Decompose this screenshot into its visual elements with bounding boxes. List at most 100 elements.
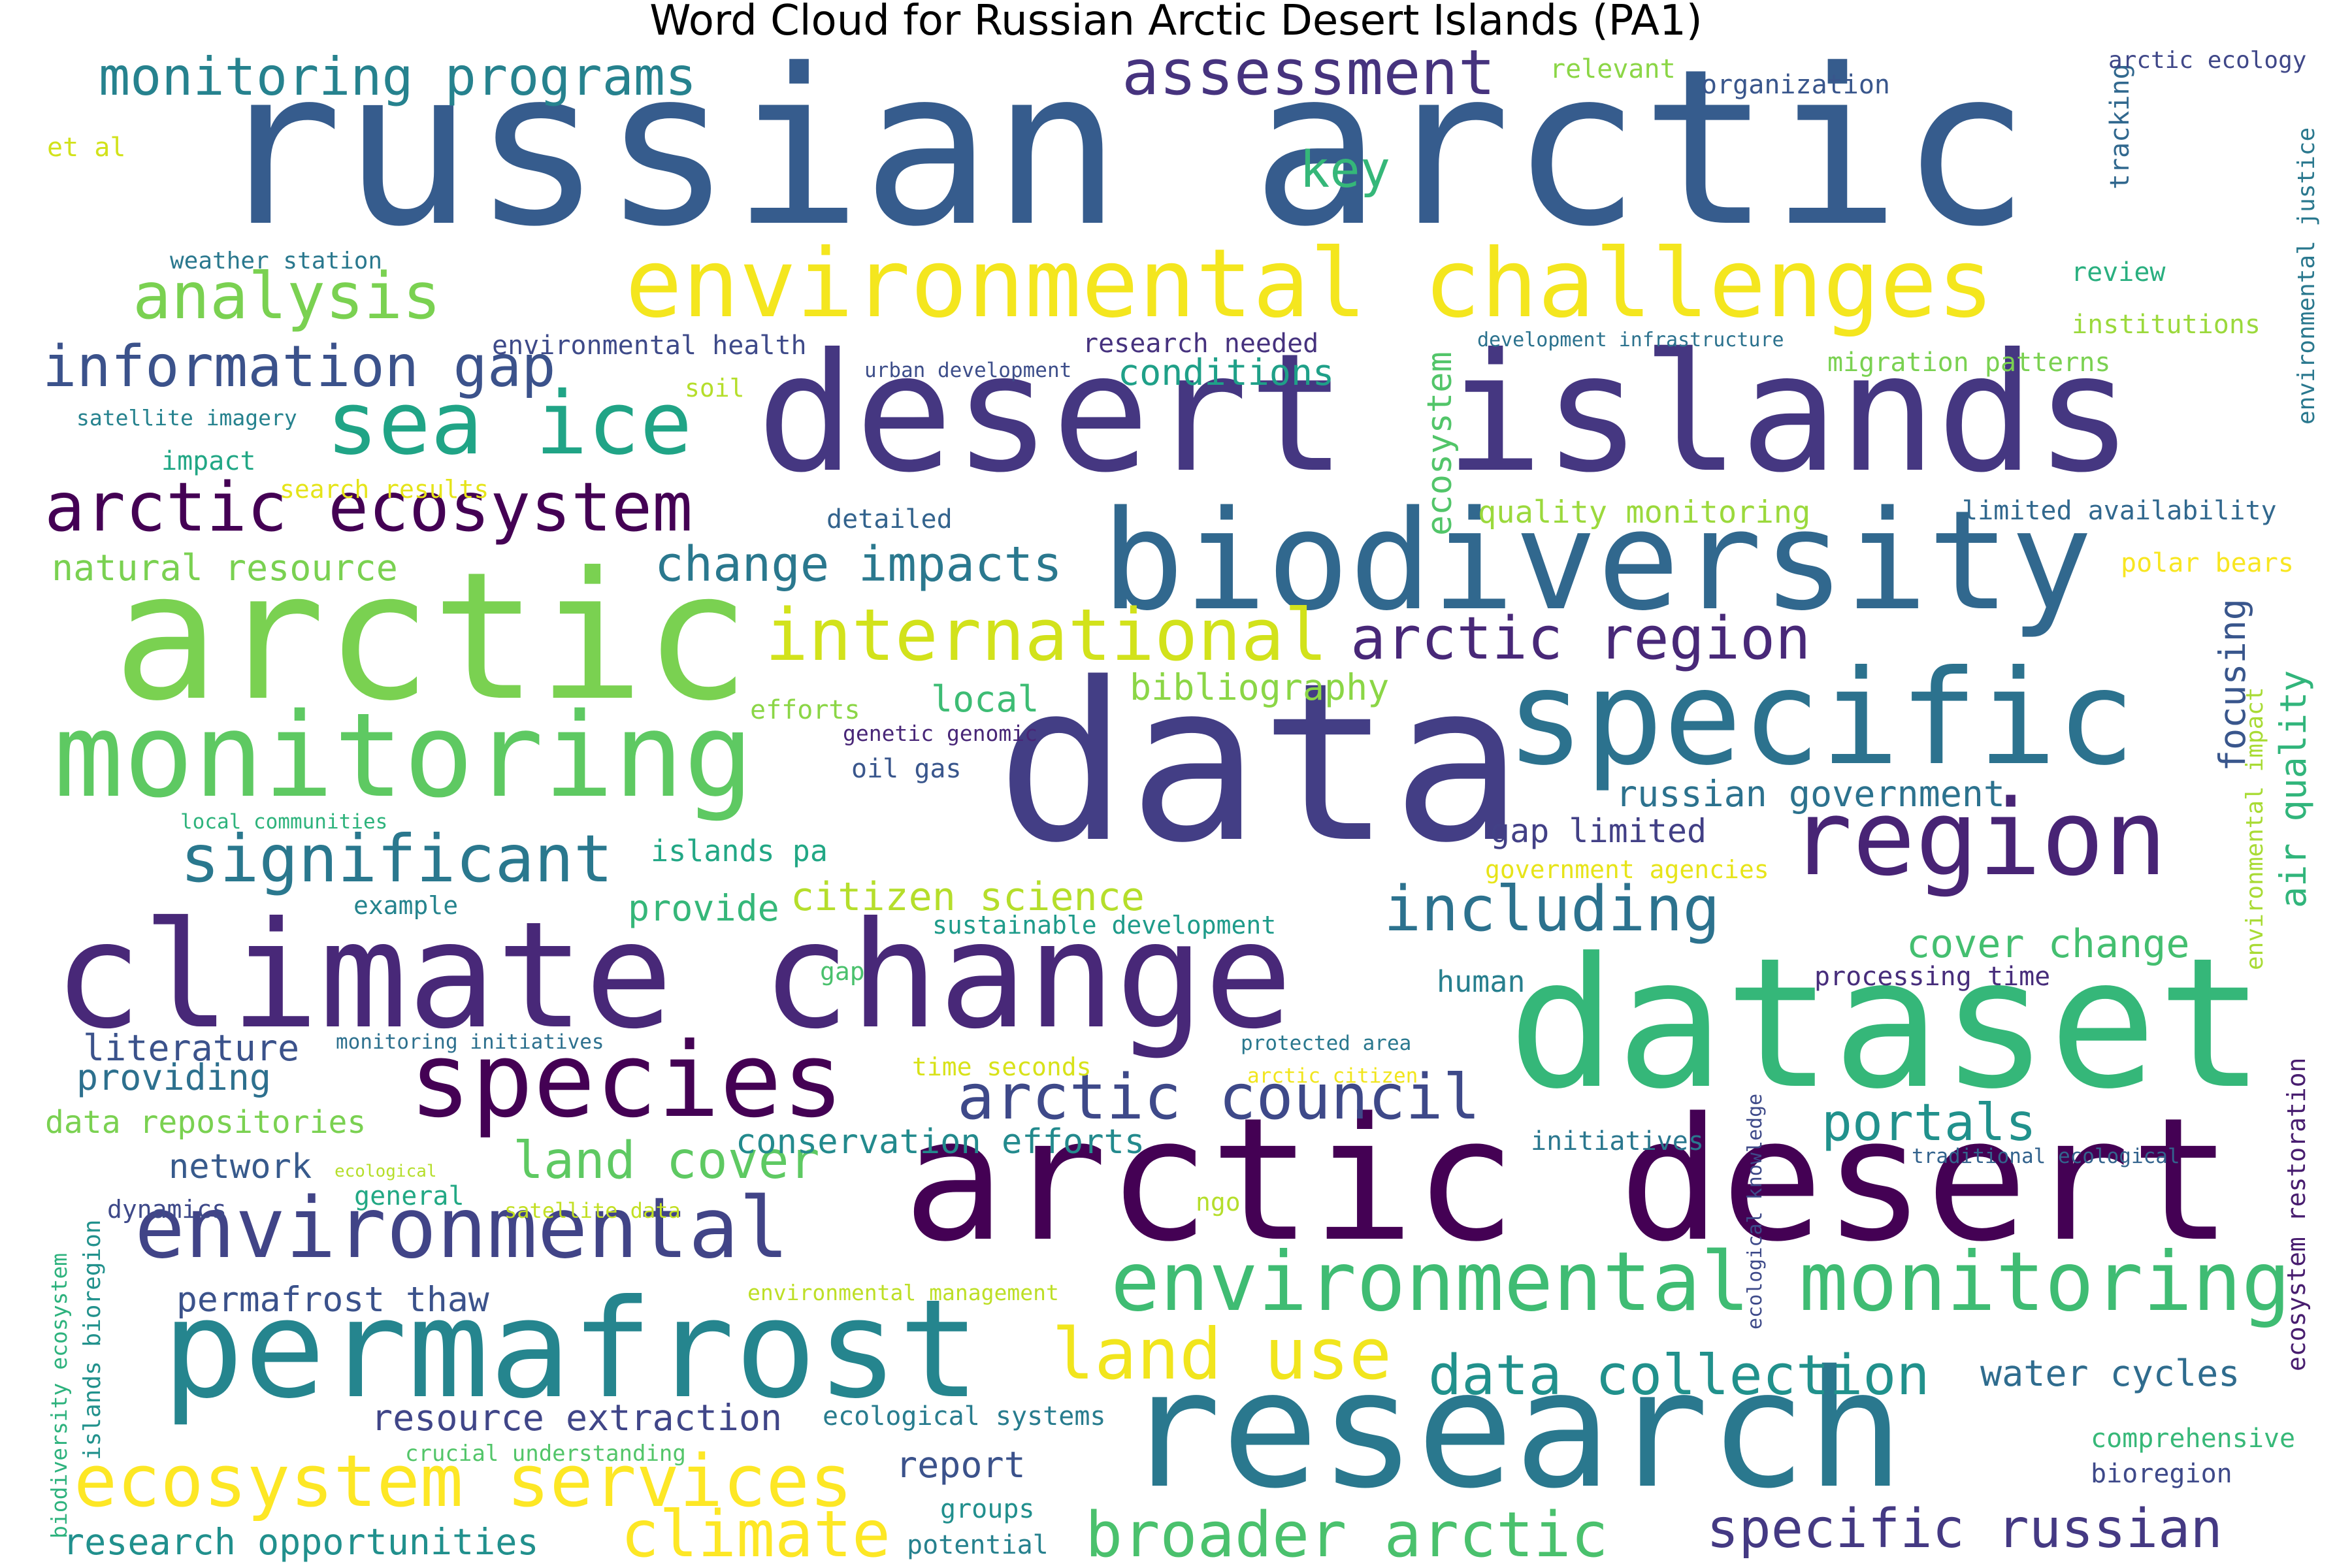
word-permafrost-thaw: permafrost thaw [176, 1280, 489, 1320]
word-satellite-imagery: satellite imagery [76, 405, 297, 431]
word-russian-arctic: russian arctic [213, 23, 2031, 274]
word-climate-change: climate change [54, 890, 1293, 1062]
word-land-use: land use [1052, 1314, 1392, 1396]
word-russian-government: russian government [1616, 773, 2006, 815]
word-biodiversity: biodiversity [1102, 481, 2093, 641]
word-initiatives: initiatives [1531, 1126, 1704, 1156]
word-international: international [765, 593, 1328, 677]
word-arctic-desert: arctic desert [903, 1082, 2232, 1279]
word-protected-area: protected area [1241, 1032, 1412, 1055]
word-research-opportunities: research opportunities [63, 1521, 539, 1563]
word-migration-patterns: migration patterns [1827, 348, 2111, 378]
word-environmental: environmental [135, 1180, 789, 1277]
word-information-gap: information gap [42, 333, 556, 400]
word-weather-station: weather station [170, 248, 383, 274]
word-search-results: search results [280, 475, 489, 504]
word-species: species [409, 1021, 844, 1141]
word-ecological-knowledge: ecological knowledge [1744, 1093, 1767, 1330]
word-data-collection: data collection [1428, 1343, 1930, 1408]
word-oil-gas: oil gas [851, 754, 962, 784]
word-bibliography: bibliography [1130, 666, 1390, 708]
word-gap: gap [820, 957, 865, 986]
word-including: including [1384, 874, 1720, 945]
word-specific: specific [1506, 642, 2136, 794]
word-region: region [1789, 777, 2167, 899]
word-portals: portals [1821, 1094, 2036, 1152]
word-resource-extraction: resource extraction [371, 1397, 783, 1439]
word-key: key [1299, 141, 1391, 199]
word-environmental-challenges: environmental challenges [625, 229, 1995, 339]
word-environmental-management: environmental management [747, 1280, 1059, 1305]
word-impact: impact [161, 446, 256, 476]
word-data: data [996, 636, 1524, 891]
word-desert-islands: desert islands [757, 318, 2134, 508]
word-climate: climate [621, 1497, 891, 1568]
word-report: report [896, 1444, 1026, 1486]
word-conditions: conditions [1118, 351, 1335, 393]
word-gap-limited: gap limited [1490, 812, 1707, 850]
word-soil: soil [685, 374, 745, 402]
word-institutions: institutions [2072, 310, 2261, 340]
word-arctic: arctic [113, 534, 751, 740]
word-providing: providing [76, 1056, 272, 1098]
word-quality-monitoring: quality monitoring [1478, 495, 1811, 531]
word-arctic-council: arctic council [957, 1062, 1480, 1134]
word-groups: groups [940, 1494, 1035, 1524]
word-islands-pa: islands pa [651, 834, 828, 868]
word-monitoring: monitoring [54, 688, 754, 823]
word-local-communities: local communities [180, 810, 388, 834]
word-organization: organization [1701, 70, 1890, 100]
word-significant: significant [180, 821, 613, 897]
word-ecological: ecological [335, 1162, 437, 1181]
word-ngo: ngo [1196, 1188, 1241, 1217]
word-ecosystem-services: ecosystem services [74, 1439, 853, 1523]
word-processing-time: processing time [1814, 962, 2051, 992]
word-ecosystem: ecosystem [1420, 351, 1460, 536]
word-ecosystem-restoration: ecosystem restoration [2282, 1057, 2311, 1371]
word-land-cover: land cover [513, 1132, 820, 1190]
word-arctic-ecology: arctic ecology [2108, 47, 2307, 74]
word-efforts: efforts [750, 695, 860, 725]
word-arctic-ecosystem: arctic ecosystem [44, 468, 693, 547]
word-satellite-data: satellite data [504, 1198, 681, 1223]
word-dataset: dataset [1508, 919, 2265, 1128]
word-general: general [354, 1181, 465, 1211]
word-traditional-ecological: traditional ecological [1912, 1145, 2180, 1168]
word-citizen-science: citizen science [791, 874, 1145, 920]
word-tracking: tracking [2105, 63, 2135, 189]
word-cover-change: cover change [1906, 921, 2190, 967]
word-environmental-monitoring: environmental monitoring [1111, 1235, 2291, 1330]
word-network: network [169, 1147, 312, 1186]
word-biodiversity-ecosystem: biodiversity ecosystem [46, 1252, 72, 1539]
word-environmental-health: environmental health [492, 331, 807, 361]
word-development-infrastructure: development infrastructure [1477, 329, 1784, 351]
word-ecological-systems: ecological systems [823, 1401, 1106, 1431]
word-dynamics: dynamics [107, 1195, 227, 1224]
figure-title: Word Cloud for Russian Arctic Desert Isl… [649, 0, 1703, 45]
word-comprehensive: comprehensive [2091, 1424, 2296, 1454]
word-change-impacts: change impacts [655, 536, 1062, 593]
word-example: example [353, 891, 459, 920]
word-permafrost: permafrost [162, 1271, 981, 1429]
word-air-quality: air quality [2272, 670, 2314, 908]
word-genetic-genomic: genetic genomic [843, 721, 1038, 746]
word-limited-availability: limited availability [1962, 496, 2277, 526]
word-time-seconds: time seconds [912, 1053, 1092, 1081]
word-arctic-region: arctic region [1350, 604, 1811, 673]
word-broader-arctic: broader arctic [1085, 1499, 1609, 1568]
word-relevant: relevant [1550, 54, 1676, 84]
word-specific-russian: specific russian [1707, 1498, 2223, 1560]
word-detailed: detailed [826, 504, 953, 534]
word-local: local [931, 678, 1039, 720]
word-bioregion: bioregion [2091, 1459, 2232, 1489]
word-polar-bears: polar bears [2121, 548, 2294, 578]
word-provide: provide [628, 887, 779, 929]
word-research-needed: research needed [1083, 329, 1319, 359]
word-review: review [2071, 257, 2166, 287]
word-environmental-impact: environmental impact [2242, 687, 2268, 970]
word-potential: potential [907, 1530, 1049, 1560]
word-assessment: assessment [1122, 37, 1495, 109]
word-water-cycles: water cycles [1980, 1352, 2240, 1394]
word-et-al: et al [47, 133, 126, 163]
